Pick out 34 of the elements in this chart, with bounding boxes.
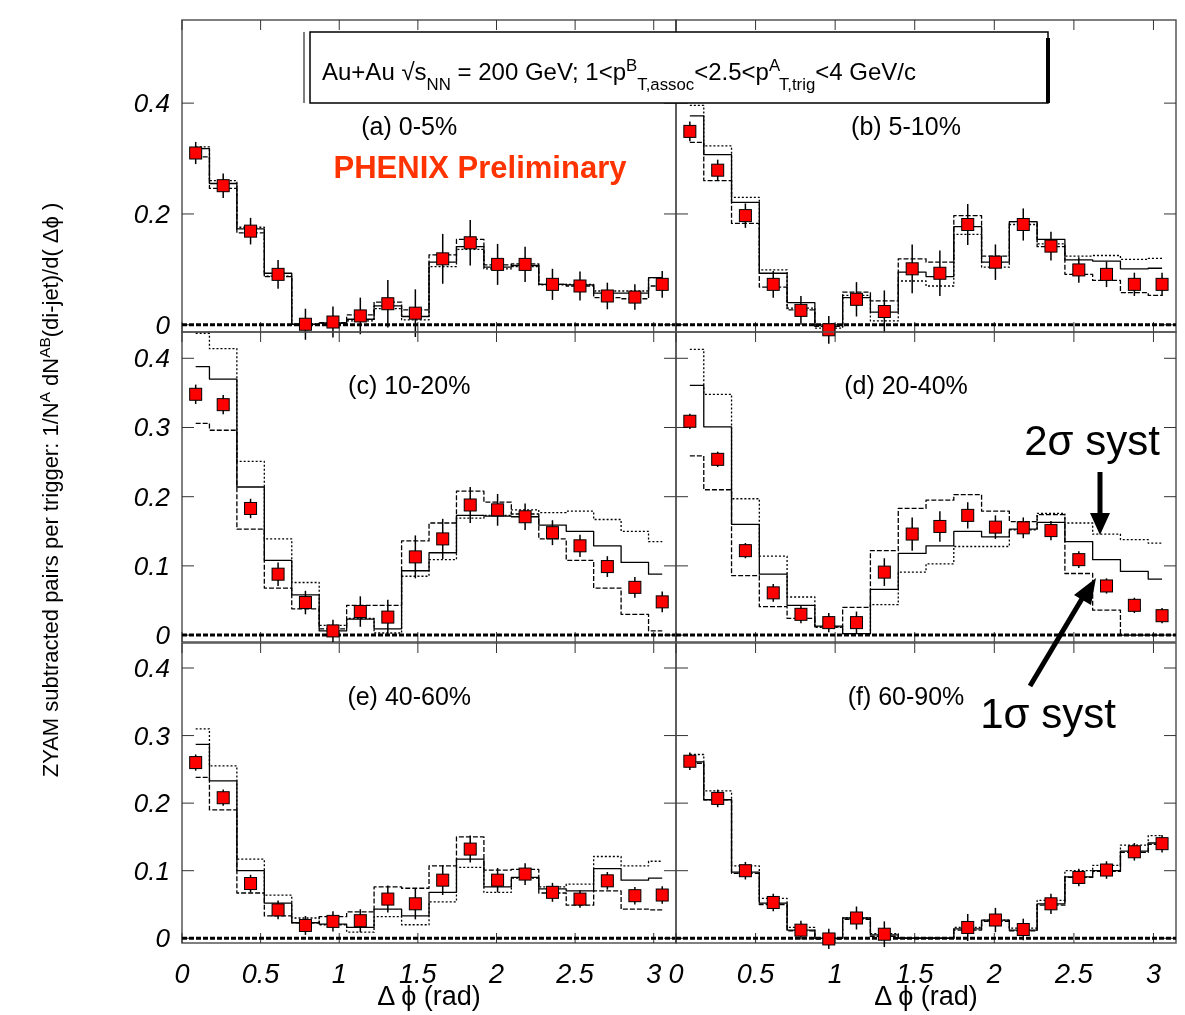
y-tick-label: 0.4 <box>133 343 170 374</box>
text: (d) 20-40% <box>844 371 968 399</box>
text: (c) 10-20% <box>348 371 471 399</box>
x-tick-label: 0 <box>668 959 684 989</box>
text: (f) 60-90% <box>847 682 965 710</box>
x-tick-label: 0.5 <box>736 959 776 989</box>
text: (e) 40-60% <box>347 682 472 710</box>
y-tick-label: 0 <box>155 620 171 651</box>
annotation: 2σ syst <box>1024 417 1161 464</box>
x-tick-label: 2.5 <box>1054 959 1094 989</box>
x-tick-label: 0.5 <box>241 959 281 989</box>
y-tick-label: 0.4 <box>133 653 170 683</box>
x-tick-label: 2 <box>487 959 505 989</box>
y-tick-label: 0.2 <box>133 788 171 819</box>
x-tick-label: 3 <box>646 959 662 989</box>
y-tick-label: 0.2 <box>133 198 171 229</box>
x-tick-label: 1 <box>827 959 843 989</box>
y-tick-label: 0 <box>155 923 171 954</box>
x-tick-label: 2.5 <box>555 959 595 989</box>
y-tick-label: 0 <box>155 309 171 340</box>
y-tick-label: 0.4 <box>133 88 170 119</box>
y-tick-label: 0.3 <box>133 412 171 443</box>
x-tick-label: 2 <box>985 959 1002 989</box>
y-tick-label: 0.1 <box>133 855 170 886</box>
x-tick-label: 0 <box>174 959 190 989</box>
y-tick-label: 0.1 <box>133 550 170 581</box>
annotation: 1σ syst <box>980 690 1117 737</box>
y-tick-label: 0.2 <box>133 481 171 512</box>
y-tick-label: 0.3 <box>133 720 171 751</box>
text: (b) 5-10% <box>851 112 961 140</box>
text: (a) 0-5% <box>361 112 458 140</box>
x-tick-label: 1 <box>331 959 347 989</box>
x-tick-label: 3 <box>1145 959 1161 989</box>
annotation: PHENIX Preliminary <box>333 150 628 185</box>
